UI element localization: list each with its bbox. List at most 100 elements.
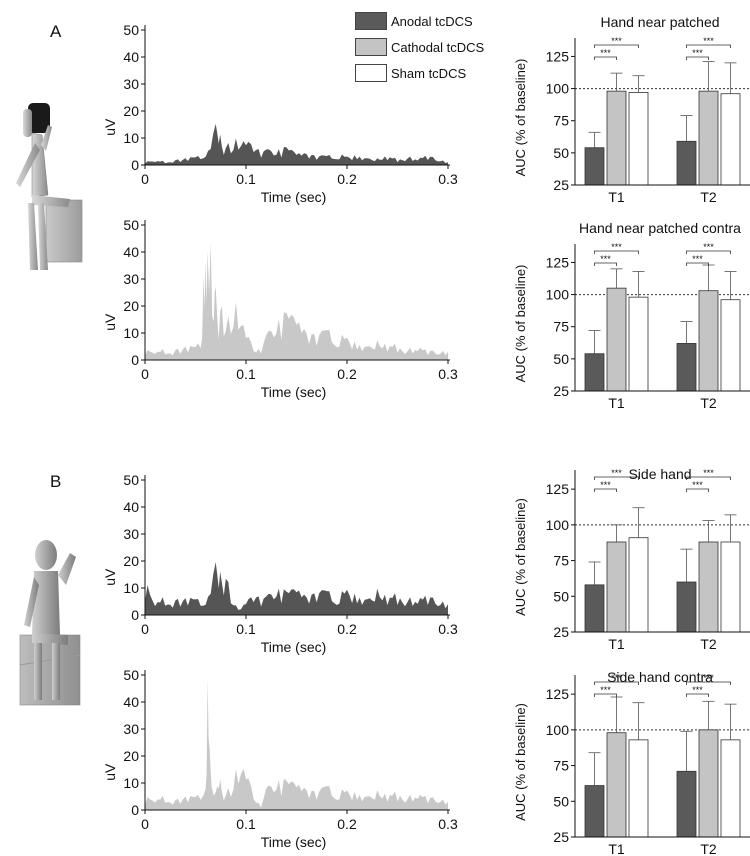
auc-side-hand-contra-ylabel: AUC (% of baseline) [513,703,528,821]
trace-B-anodal-xlabel: Time (sec) [261,639,327,655]
auc-side-hand-sig-label: *** [611,468,622,478]
auc-side-hand-contra-sig-label: *** [600,685,611,695]
auc-hand-near-patched-contra: Hand near patched contra******T1******T2… [513,220,750,411]
trace-A-cathodal-ytick-label: 40 [123,244,139,260]
auc-hand-near-patched-contra-sig-bracket [594,250,639,254]
auc-side-hand-contra: Side hand contra******T1******T225507510… [513,669,750,856]
trace-A-anodal-ytick-label: 30 [123,76,139,92]
auc-side-hand-contra-sig-bracket [686,681,731,685]
auc-side-hand-contra-category-label: T2 [700,841,717,856]
auc-hand-near-patched-contra-bar [606,287,627,392]
auc-side-hand-sig-bracket [594,476,639,480]
auc-side-hand-contra-bar [628,739,649,838]
trace-A-anodal-ytick-label: 20 [123,103,139,119]
trace-B-anodal-ytick-label: 0 [131,607,139,623]
auc-hand-near-patched-contra-sig-bracket [686,250,731,254]
auc-hand-near-patched-title: Hand near patched [600,14,719,30]
auc-hand-near-patched-ytick-label: 50 [553,145,569,161]
auc-side-hand-sig-bracket [686,476,731,480]
auc-side-hand-category-label: T1 [608,636,625,652]
auc-side-hand-contra-sig-bracket [594,693,617,697]
auc-side-hand-sig-label: *** [692,480,703,490]
auc-hand-near-patched-contra-ytick-label: 50 [553,351,569,367]
auc-hand-near-patched-sig-label: *** [692,48,703,58]
trace-A-anodal: 0 10 20 30 40 50 0 0.1 0.2 0.3 Time (sec) uV [102,22,458,205]
auc-side-hand-title: Side hand [628,466,691,482]
auc-side-hand-contra-title: Side hand contra [607,669,713,685]
auc-hand-near-patched-sig-label: *** [703,36,714,46]
auc-side-hand-contra-ytick-label: 125 [546,686,570,702]
trace-A-anodal-ylabel: uV [102,118,118,136]
legend-label-cathodal: Cathodal tcDCS [391,39,485,55]
auc-side-hand-contra-sig-label: *** [703,673,714,683]
trace-A-cathodal-xtick-label: 0.1 [236,366,256,382]
auc-hand-near-patched-ylabel: AUC (% of baseline) [513,59,528,177]
auc-hand-near-patched-bar [698,90,719,186]
auc-hand-near-patched-ytick-label: 25 [553,177,569,193]
legend-swatch-sham [355,64,387,82]
seated-figure-hand-at-side-icon [19,540,81,706]
trace-A-cathodal-xtick-label: 0 [141,366,149,382]
trace-B-anodal-xtick-label: 0 [141,621,149,637]
auc-hand-near-patched-contra-category-label: T2 [700,395,717,411]
trace-A-anodal-ytick-label: 10 [123,130,139,146]
auc-hand-near-patched-sig-bracket [686,56,709,60]
legend-swatch-cathodal [355,38,387,56]
trace-A-cathodal-ytick-label: 0 [131,352,139,368]
auc-hand-near-patched-contra-sig-bracket [686,262,709,266]
auc-side-hand-sig-bracket [594,488,617,492]
auc-hand-near-patched-contra-ytick-label: 125 [546,254,570,270]
legend-item-anodal: Anodal tcDCS [355,8,484,34]
auc-hand-near-patched-contra-bar [698,290,719,392]
trace-B-anodal-ytick-label: 20 [123,553,139,569]
trace-A-anodal-xtick-label: 0.3 [438,171,458,187]
auc-side-hand-category-label: T2 [700,636,717,652]
trace-B-anodal-xtick-label: 0.3 [438,621,458,637]
auc-side-hand-contra-bar [676,770,697,838]
auc-side-hand-ytick-label: 25 [553,624,569,640]
auc-side-hand-bar [584,584,605,633]
auc-side-hand-ytick-label: 75 [553,553,569,569]
auc-hand-near-patched-ytick-label: 125 [546,48,570,64]
auc-hand-near-patched-contra-bar [720,299,741,392]
auc-side-hand-bar [676,581,697,633]
trace-B-anodal-area [145,562,448,615]
trace-B-anodal: 0 10 20 30 40 50 0 0.1 0.2 0.3 Time (sec) uV [102,472,458,655]
trace-B-cathodal-xlabel: Time (sec) [261,834,327,850]
auc-hand-near-patched-contra-bar [628,296,649,392]
trace-B-anodal-ytick-label: 10 [123,580,139,596]
auc-side-hand-sig-label: *** [703,468,714,478]
trace-B-cathodal-area [145,679,448,810]
trace-A-cathodal-xtick-label: 0.3 [438,366,458,382]
auc-side-hand-contra-bar [698,729,719,838]
auc-side-hand-ytick-label: 125 [546,481,570,497]
auc-hand-near-patched-contra-sig-label: *** [611,242,622,252]
auc-hand-near-patched-contra-category-label: T1 [608,395,625,411]
legend-label-sham: Sham tcDCS [391,65,467,81]
auc-side-hand-contra-ytick-label: 75 [553,758,569,774]
auc-hand-near-patched-contra-ytick-label: 100 [546,287,570,303]
trace-A-anodal-xlabel: Time (sec) [261,189,327,205]
auc-hand-near-patched-contra-title: Hand near patched contra [579,220,741,236]
trace-B-cathodal-ylabel: uV [102,763,118,781]
auc-hand-near-patched-sig-label: *** [611,36,622,46]
auc-hand-near-patched-bar [606,90,627,186]
auc-hand-near-patched-bar [584,147,605,186]
auc-side-hand-contra-category-label: T1 [608,841,625,856]
auc-side-hand-bar [606,541,627,633]
trace-B-cathodal-ytick-label: 50 [123,667,139,683]
panel-letter-b: B [50,472,62,491]
trace-A-cathodal-ytick-label: 10 [123,325,139,341]
panel-letter-a: A [50,22,62,41]
trace-B-anodal-xtick-label: 0.1 [236,621,256,637]
trace-A-anodal-area [145,123,448,165]
auc-side-hand-bar [698,541,719,633]
legend-swatch-anodal [355,12,387,30]
auc-hand-near-patched-contra-ytick-label: 25 [553,383,569,399]
trace-B-cathodal-ytick-label: 40 [123,694,139,710]
trace-B-cathodal: 0 10 20 30 40 50 0 0.1 0.2 0.3 Time (sec) uV [102,667,458,850]
trace-A-cathodal-xlabel: Time (sec) [261,384,327,400]
auc-hand-near-patched-contra-bar [584,353,605,392]
auc-side-hand-bar [628,537,649,633]
